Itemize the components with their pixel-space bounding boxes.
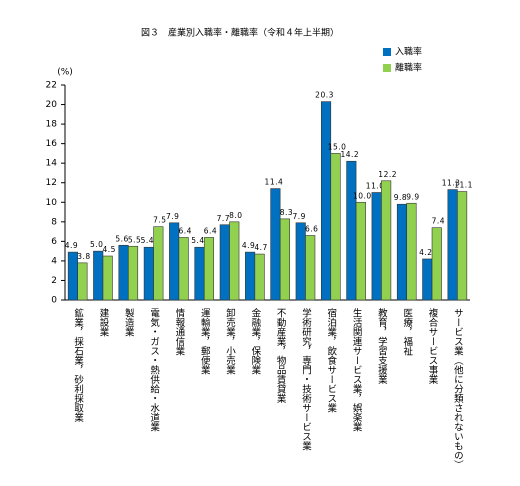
bar [371, 192, 382, 301]
x-tick-label: 生活関連サービス業，娯楽業 [351, 307, 363, 432]
value-label: 7.9 [293, 212, 306, 221]
y-tick-label: 20 [46, 100, 58, 110]
bar [102, 255, 113, 301]
bar [457, 191, 468, 301]
value-label: 7.5 [153, 216, 166, 225]
bar [245, 251, 256, 301]
x-tick-label: 医療，福祉 [401, 308, 413, 356]
bar [406, 202, 417, 301]
value-label: 4.2 [419, 248, 432, 257]
value-label: 6.4 [178, 226, 191, 235]
bar [219, 224, 230, 301]
x-tick-label: 卸売業，小売業 [224, 307, 236, 375]
bar [93, 250, 104, 301]
value-label: 3.8 [77, 252, 90, 261]
value-label: 8.0 [229, 211, 242, 220]
bar [305, 235, 316, 301]
bar [279, 218, 290, 301]
value-label: 5.6 [115, 234, 128, 243]
value-label: 9.8 [394, 193, 407, 202]
x-tick-label: 電気・ガス・熱供給・水道業 [148, 308, 160, 432]
bar [203, 237, 215, 301]
y-tick-label: 22 [46, 81, 57, 91]
value-label: 4.5 [103, 245, 116, 254]
value-label: 6.6 [305, 225, 318, 234]
bar [127, 245, 139, 301]
value-label: 9.9 [406, 192, 419, 201]
bar [270, 188, 281, 301]
value-label: 4.9 [242, 241, 255, 250]
y-tick-label: 10 [46, 198, 58, 208]
bar [320, 101, 332, 301]
bar [431, 227, 442, 301]
y-tick-label: 12 [46, 178, 57, 188]
x-tick-label: 製造業 [123, 307, 135, 337]
bar [295, 222, 306, 301]
bar [346, 160, 357, 301]
y-tick-label: 6 [51, 237, 57, 247]
bar [422, 258, 433, 301]
value-label: 5.5 [128, 235, 141, 244]
bar [396, 203, 408, 301]
bar [254, 253, 265, 301]
value-label: 4.9 [65, 241, 78, 250]
value-label: 11.1 [454, 181, 473, 190]
value-label: 7.4 [432, 217, 445, 226]
y-tick-label: 0 [51, 296, 57, 306]
value-label: 15.0 [328, 142, 347, 151]
value-label: 5.4 [191, 236, 204, 245]
x-tick-label: 鉱業，採石業，砂利採取業 [72, 307, 84, 423]
x-tick-label: 複合サービス事業 [427, 307, 439, 385]
y-axis-label: (%) [57, 68, 73, 78]
legend-swatch [383, 64, 391, 72]
y-tick-label: 2 [51, 276, 57, 286]
bar [447, 189, 458, 301]
x-tick-label: 建設業 [97, 307, 109, 337]
y-tick-label: 8 [51, 217, 57, 227]
x-tick-label: 学術研究，専門・技術サービス業 [300, 307, 312, 451]
bar [194, 246, 205, 301]
legend-label: 入職率 [395, 46, 422, 58]
bar [143, 246, 154, 301]
y-tick-label: 18 [46, 120, 58, 130]
legend-label: 離職率 [395, 62, 422, 74]
bar [355, 201, 366, 301]
bar [229, 221, 240, 301]
value-label: 11.0 [366, 182, 385, 191]
legend-swatch [383, 48, 391, 56]
value-label: 12.2 [378, 170, 397, 179]
x-tick-label: 宿泊業，飲食サービス業 [325, 307, 337, 413]
bar [330, 153, 341, 301]
value-label: 7.9 [166, 212, 179, 221]
bar [118, 244, 129, 301]
value-label: 20.3 [315, 91, 334, 100]
x-tick-label: サービス業（他に分類されないもの） [452, 308, 464, 470]
x-tick-label: 運輸業，郵便業 [199, 308, 211, 375]
y-tick-label: 16 [46, 139, 58, 149]
bar [153, 226, 164, 301]
bar [178, 237, 189, 301]
value-label: 7.7 [217, 214, 230, 223]
x-tick-label: 教育，学習支援業 [376, 307, 388, 385]
value-label: 14.2 [340, 150, 359, 159]
value-label: 11.4 [265, 178, 284, 187]
value-label: 5.4 [141, 236, 154, 245]
y-tick-label: 4 [51, 256, 57, 266]
x-tick-label: 不動産業，物品賃貸業 [275, 308, 287, 404]
bar [381, 180, 392, 301]
value-label: 10.0 [353, 191, 372, 200]
value-label: 4.7 [254, 243, 267, 252]
y-tick-label: 14 [46, 159, 58, 169]
chart-title: 図３ 産業別入職率・離職率（令和４年上半期） [141, 27, 339, 39]
value-label: 6.4 [204, 226, 217, 235]
value-label: 5.0 [90, 240, 103, 249]
x-tick-label: 情報通信業 [173, 307, 185, 356]
x-tick-label: 金融業，保険業 [249, 307, 261, 375]
value-label: 8.3 [280, 208, 293, 217]
bar [77, 262, 88, 301]
value-label: 11.3 [442, 179, 461, 188]
